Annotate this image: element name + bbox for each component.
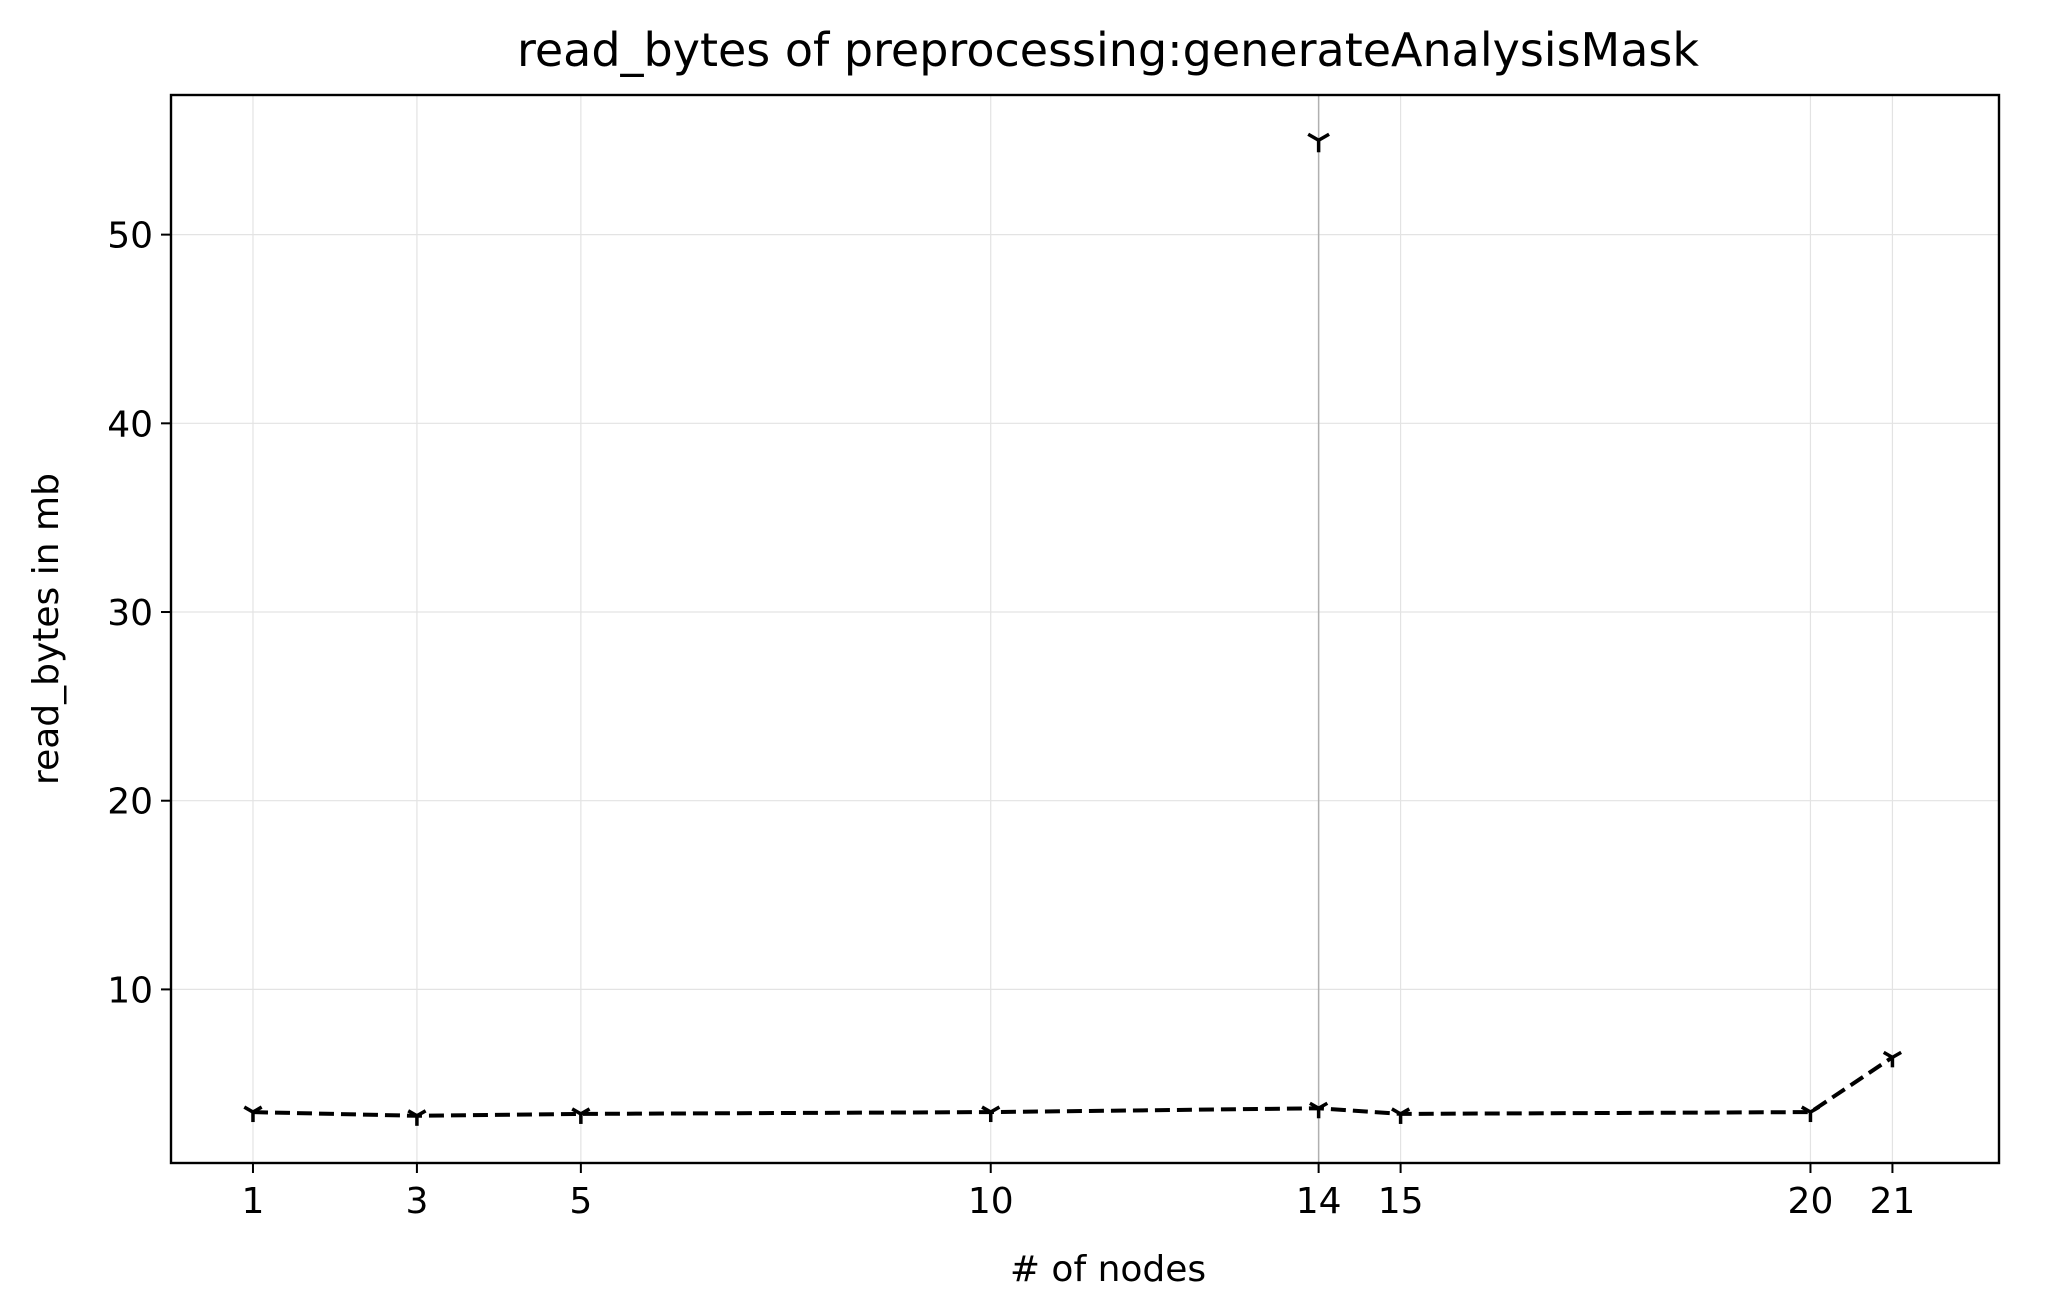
y-axis-ticks: 10 20 30 40 50 — [107, 216, 171, 1011]
data-point — [981, 1105, 1001, 1123]
x-tick-label: 10 — [968, 1181, 1014, 1222]
data-point — [1309, 1101, 1329, 1119]
data-point — [1391, 1107, 1411, 1124]
data-point — [571, 1107, 591, 1124]
data-point — [243, 1105, 263, 1123]
y-tick-label: 20 — [107, 782, 153, 823]
y-tick-label: 50 — [107, 216, 153, 257]
x-tick-label: 3 — [405, 1181, 428, 1222]
x-tick-label: 21 — [1870, 1181, 1916, 1222]
y-axis-label: read_bytes in mb — [26, 473, 67, 785]
x-tick-label: 1 — [242, 1181, 265, 1222]
data-point — [1800, 1105, 1821, 1123]
x-axis-ticks: 1 3 5 10 14 15 20 21 — [242, 1163, 1916, 1222]
data-point — [1882, 1050, 1903, 1068]
x-tick-label: 5 — [569, 1181, 592, 1222]
y-tick-label: 30 — [107, 593, 153, 634]
x-tick-label: 14 — [1296, 1181, 1342, 1222]
x-tick-label: 20 — [1788, 1181, 1834, 1222]
x-tick-label: 15 — [1378, 1181, 1424, 1222]
series-group — [243, 132, 1903, 1126]
y-tick-label: 40 — [107, 404, 153, 445]
plot-frame — [169, 93, 2001, 1165]
x-axis-label: # of nodes — [1010, 1249, 1206, 1290]
outlier-point — [1307, 132, 1330, 153]
y-tick-label: 10 — [107, 970, 153, 1011]
data-point — [407, 1109, 427, 1126]
chart-title: read_bytes of preprocessing:generateAnal… — [517, 23, 1699, 77]
